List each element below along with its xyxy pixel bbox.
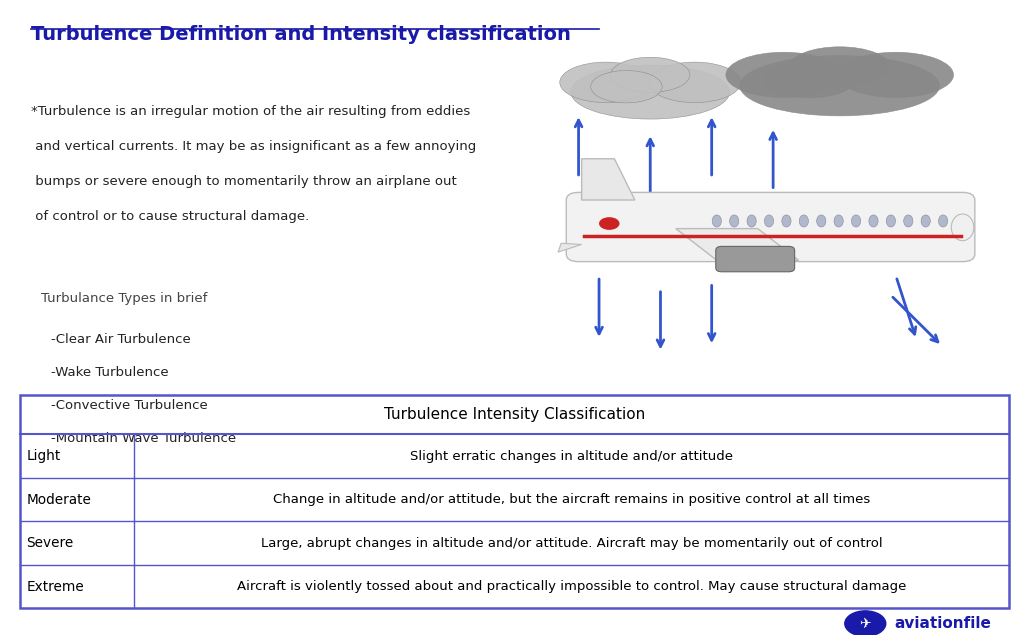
Text: Light: Light xyxy=(27,449,60,463)
Ellipse shape xyxy=(739,56,940,116)
Text: Aircraft is violently tossed about and practically impossible to control. May ca: Aircraft is violently tossed about and p… xyxy=(237,580,906,593)
Text: Extreme: Extreme xyxy=(27,580,84,594)
FancyBboxPatch shape xyxy=(716,246,795,272)
Text: -Wake Turbulence: -Wake Turbulence xyxy=(51,366,169,379)
Text: Turbulance Types in brief: Turbulance Types in brief xyxy=(41,292,207,305)
Ellipse shape xyxy=(729,215,738,227)
Ellipse shape xyxy=(886,215,895,227)
Ellipse shape xyxy=(560,62,652,103)
Ellipse shape xyxy=(790,47,890,86)
Ellipse shape xyxy=(764,215,774,227)
Text: Turbulence Definition and Intensity classification: Turbulence Definition and Intensity clas… xyxy=(31,25,570,44)
Ellipse shape xyxy=(939,215,948,227)
Text: -Convective Turbulence: -Convective Turbulence xyxy=(51,399,208,412)
Ellipse shape xyxy=(765,62,855,98)
Ellipse shape xyxy=(834,215,843,227)
Ellipse shape xyxy=(799,215,808,227)
Text: Severe: Severe xyxy=(27,536,74,550)
Polygon shape xyxy=(558,243,582,252)
Polygon shape xyxy=(676,229,799,260)
Ellipse shape xyxy=(951,214,974,241)
Text: and vertical currents. It may be as insignificant as a few annoying: and vertical currents. It may be as insi… xyxy=(31,140,476,152)
Circle shape xyxy=(845,611,886,635)
Ellipse shape xyxy=(782,215,791,227)
Ellipse shape xyxy=(838,52,953,98)
Text: *Turbulence is an irregular motion of the air resulting from eddies: *Turbulence is an irregular motion of th… xyxy=(31,105,470,117)
Ellipse shape xyxy=(713,215,721,227)
Text: Change in altitude and/or attitude, but the aircraft remains in positive control: Change in altitude and/or attitude, but … xyxy=(272,493,870,506)
Ellipse shape xyxy=(591,70,663,103)
Ellipse shape xyxy=(852,215,860,227)
Ellipse shape xyxy=(726,52,842,98)
Text: Turbulence Intensity Classification: Turbulence Intensity Classification xyxy=(384,407,645,422)
Text: Slight erratic changes in altitude and/or attitude: Slight erratic changes in altitude and/o… xyxy=(410,450,733,462)
Text: bumps or severe enough to momentarily throw an airplane out: bumps or severe enough to momentarily th… xyxy=(31,175,457,187)
Ellipse shape xyxy=(748,215,756,227)
Text: ✈: ✈ xyxy=(859,617,871,631)
Ellipse shape xyxy=(868,215,878,227)
Text: -Mountain Wave Turbulence: -Mountain Wave Turbulence xyxy=(51,432,237,445)
Ellipse shape xyxy=(610,57,690,92)
Text: of control or to cause structural damage.: of control or to cause structural damage… xyxy=(31,210,309,222)
Circle shape xyxy=(599,217,620,230)
Polygon shape xyxy=(582,159,635,200)
FancyBboxPatch shape xyxy=(20,395,1009,608)
Text: aviationfile: aviationfile xyxy=(894,616,991,631)
Ellipse shape xyxy=(922,215,930,227)
Ellipse shape xyxy=(904,215,913,227)
Text: -Clear Air Turbulence: -Clear Air Turbulence xyxy=(51,333,190,346)
Ellipse shape xyxy=(816,215,825,227)
Text: Large, abrupt changes in altitude and/or attitude. Aircraft may be momentarily o: Large, abrupt changes in altitude and/or… xyxy=(260,537,883,549)
Ellipse shape xyxy=(571,65,729,119)
Ellipse shape xyxy=(648,62,740,103)
FancyBboxPatch shape xyxy=(566,192,975,262)
Text: Moderate: Moderate xyxy=(27,493,91,507)
